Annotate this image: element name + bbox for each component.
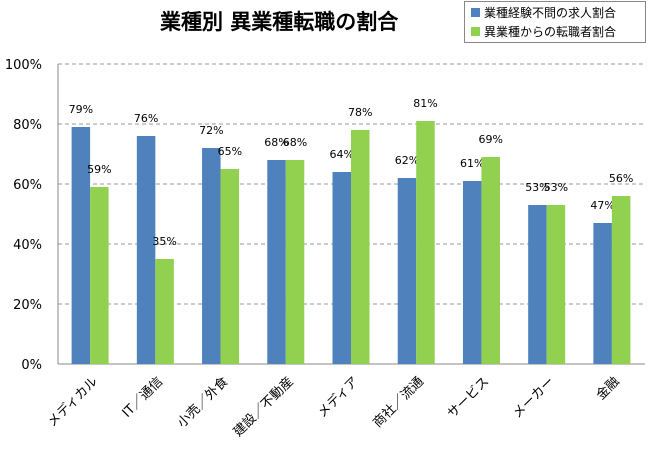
bar-green bbox=[90, 187, 109, 364]
x-tick-label: 商社／流通 bbox=[370, 374, 427, 431]
data-label: 65% bbox=[218, 145, 242, 158]
legend-swatch-green bbox=[471, 26, 480, 36]
bar-green bbox=[481, 157, 500, 364]
bar-green bbox=[416, 121, 435, 364]
bar-blue bbox=[332, 172, 351, 364]
x-tick-label: メディア bbox=[314, 374, 361, 421]
data-label: 69% bbox=[478, 133, 502, 146]
x-tick-label: IT／通信 bbox=[120, 374, 167, 421]
bar-green bbox=[351, 130, 370, 364]
data-label: 61% bbox=[460, 157, 484, 170]
bar-blue bbox=[136, 136, 156, 364]
legend: 業種経験不問の求人割合 異業種からの転職者割合 bbox=[464, 1, 646, 43]
x-tick-label: 小売／外食 bbox=[174, 374, 231, 431]
bar-blue bbox=[462, 181, 482, 364]
chart-title: 業種別 異業種転職の割合 bbox=[160, 10, 399, 34]
bar-green bbox=[220, 169, 240, 364]
data-label: 62% bbox=[395, 154, 419, 167]
data-label: 78% bbox=[348, 106, 372, 119]
bar-blue bbox=[267, 160, 286, 364]
data-label: 68% bbox=[264, 136, 288, 149]
data-label: 56% bbox=[609, 172, 633, 185]
data-label: 72% bbox=[199, 124, 223, 137]
data-label: 76% bbox=[134, 112, 158, 125]
bar-blue bbox=[593, 223, 612, 364]
x-tick-label: 建設／不動産 bbox=[230, 374, 296, 440]
data-label: 47% bbox=[590, 199, 614, 212]
data-label: 81% bbox=[413, 97, 437, 110]
bar-blue bbox=[397, 178, 417, 364]
bar-blue bbox=[202, 148, 221, 364]
data-label: 35% bbox=[152, 235, 176, 248]
data-label: 53% bbox=[525, 181, 549, 194]
y-tick-label: 60% bbox=[13, 178, 42, 193]
y-tick-label: 20% bbox=[13, 298, 42, 313]
data-label: 79% bbox=[69, 103, 93, 116]
y-tick-label: 0% bbox=[21, 358, 42, 373]
y-tick-label: 100% bbox=[5, 58, 42, 73]
bar-blue bbox=[71, 127, 91, 364]
bar-green bbox=[285, 160, 305, 364]
legend-item-series-2: 異業種からの転職者割合 bbox=[471, 22, 645, 40]
legend-swatch-blue bbox=[471, 7, 480, 17]
legend-label: 業種経験不問の求人割合 bbox=[484, 5, 617, 20]
y-tick-label: 40% bbox=[13, 238, 42, 253]
legend-label: 異業種からの転職者割合 bbox=[484, 24, 617, 39]
x-tick-label: メーカー bbox=[510, 374, 557, 421]
x-tick-label: 金融 bbox=[593, 374, 623, 404]
bar-green bbox=[611, 196, 631, 364]
data-label: 64% bbox=[330, 148, 354, 161]
data-label: 68% bbox=[283, 136, 307, 149]
x-tick-label: メディカル bbox=[44, 374, 101, 431]
bar-green bbox=[546, 205, 566, 364]
bar-green bbox=[155, 259, 174, 364]
legend-item-series-1: 業種経験不問の求人割合 bbox=[471, 3, 645, 21]
bar-blue bbox=[528, 205, 547, 364]
y-tick-label: 80% bbox=[13, 118, 42, 133]
data-label: 53% bbox=[544, 181, 568, 194]
data-label: 59% bbox=[87, 163, 111, 176]
x-tick-label: サービス bbox=[445, 374, 492, 421]
